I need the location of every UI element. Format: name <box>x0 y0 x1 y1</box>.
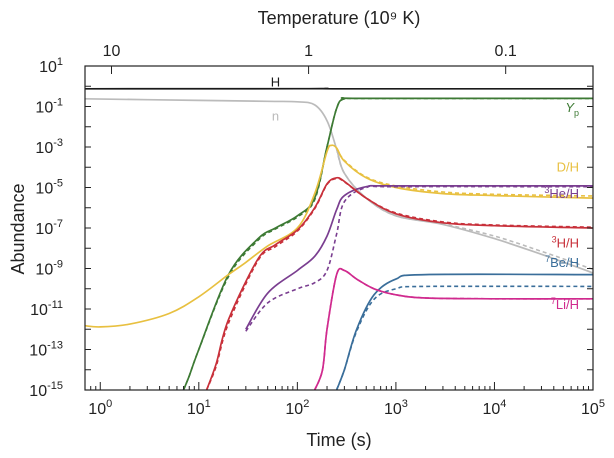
x-tick-label-base: 10 <box>187 401 205 418</box>
y-tick-label: 10-15 <box>29 380 63 400</box>
x2-tick-label: 10 <box>103 43 121 60</box>
x2-axis-title: Temperature (10⁹ K) <box>258 8 421 28</box>
x-tick-label-base: 10 <box>285 401 303 418</box>
x-tick-label: 101 <box>187 398 211 418</box>
y-tick-label-exp: -7 <box>53 218 63 230</box>
series-label-h-h-mass: 3 <box>552 234 557 244</box>
x-axis-title: Time (s) <box>306 430 371 450</box>
series-label-li-h-mass: 7 <box>551 296 556 306</box>
series-label-li-h-text: Li/H <box>556 297 579 312</box>
x2-tick-label: 0.1 <box>495 43 517 60</box>
series-label-h-text: H <box>271 74 280 89</box>
x-tick-label-base: 10 <box>88 401 106 418</box>
x-tick-label-base: 10 <box>384 401 402 418</box>
y-tick-label-base: 10 <box>35 181 53 198</box>
y-tick-label-exp: -1 <box>53 97 63 109</box>
y-tick-label-base: 10 <box>35 100 53 117</box>
y-tick-label: 10-7 <box>35 218 63 238</box>
x-tick-label: 105 <box>581 398 605 418</box>
series-he-h-line <box>245 184 593 330</box>
series-h-h-dashed-line <box>205 177 593 390</box>
series-d-h-line <box>85 144 593 328</box>
y-tick-label-base: 10 <box>30 302 48 319</box>
y-tick-label-base: 10 <box>35 262 53 279</box>
y-tick-label-base: 10 <box>39 59 57 76</box>
y-tick-label-exp: -11 <box>48 299 63 311</box>
y-tick-label-exp: -15 <box>47 380 63 392</box>
series-label-h: H <box>271 74 280 89</box>
y-tick-label: 10-11 <box>30 299 63 319</box>
series-label-d-h-text: D/H <box>557 160 579 175</box>
y-tick-label-exp: -3 <box>53 137 63 149</box>
series-y-dashed-line <box>182 97 593 390</box>
series-y-line <box>182 97 593 390</box>
y-tick-label: 10-3 <box>35 137 63 157</box>
series-label-be-h-text: Be/H <box>550 255 579 270</box>
x-tick-label-exp: 5 <box>599 398 605 410</box>
y-tick-label: 10-13 <box>29 340 63 360</box>
x-tick-label-exp: 1 <box>205 398 211 410</box>
series-h-h-line <box>205 176 593 390</box>
series-n-dashed-line <box>335 148 593 271</box>
x-tick-label-exp: 0 <box>106 398 112 410</box>
series-label-n-text: n <box>272 109 279 124</box>
series-label-y-text: Y <box>565 100 575 115</box>
y-axis-title: Abundance <box>8 183 28 274</box>
series-label-y: Yp <box>565 100 579 118</box>
series-label-be-h-mass: 7 <box>545 254 550 264</box>
series-label-he-h-mass: 3 <box>544 185 549 195</box>
series-he-h-dashed-line <box>245 185 593 332</box>
series-label-n: n <box>272 109 279 124</box>
series-label-h-h-text: H/H <box>557 235 579 250</box>
y-tick-label-exp: -9 <box>53 259 63 271</box>
y-tick-label: 101 <box>39 56 63 76</box>
y-tick-label: 10-1 <box>35 97 63 117</box>
series-be-h-line <box>335 273 593 390</box>
y-tick-label: 10-5 <box>35 178 63 198</box>
series-label-he-h-text: He/H <box>549 186 579 201</box>
x-tick-label: 103 <box>384 398 408 418</box>
x-tick-label: 104 <box>482 398 506 418</box>
series-label-d-h: D/H <box>557 160 579 175</box>
x-tick-label-base: 10 <box>581 401 599 418</box>
x-tick-label: 100 <box>88 398 112 418</box>
x2-tick-label: 1 <box>304 43 313 60</box>
y-tick-label-exp: -13 <box>47 340 63 352</box>
x-tick-label-exp: 2 <box>303 398 309 410</box>
x-tick-label: 102 <box>285 398 309 418</box>
y-tick-label-exp: 1 <box>57 56 63 68</box>
y-tick-label-exp: -5 <box>53 178 63 190</box>
series-label-y-sub: p <box>574 108 579 118</box>
series-li-h-line <box>313 267 593 390</box>
series-label-he-h: 3He/H <box>544 185 579 201</box>
y-tick-label-base: 10 <box>35 140 53 157</box>
x-tick-label-exp: 4 <box>500 398 506 410</box>
series-label-h-h: 3H/H <box>552 234 579 250</box>
x-tick-label-base: 10 <box>482 401 500 418</box>
series-n-line <box>85 97 593 274</box>
series-label-li-h: 7Li/H <box>551 296 579 312</box>
plot-area <box>85 87 593 390</box>
y-tick-label-base: 10 <box>29 343 47 360</box>
series-label-be-h: 7Be/H <box>545 254 579 270</box>
x-tick-label-exp: 3 <box>402 398 408 410</box>
y-tick-label-base: 10 <box>29 383 47 400</box>
y-tick-label-base: 10 <box>35 221 53 238</box>
y-tick-label: 10-9 <box>35 259 63 279</box>
plot-frame <box>84 65 594 391</box>
